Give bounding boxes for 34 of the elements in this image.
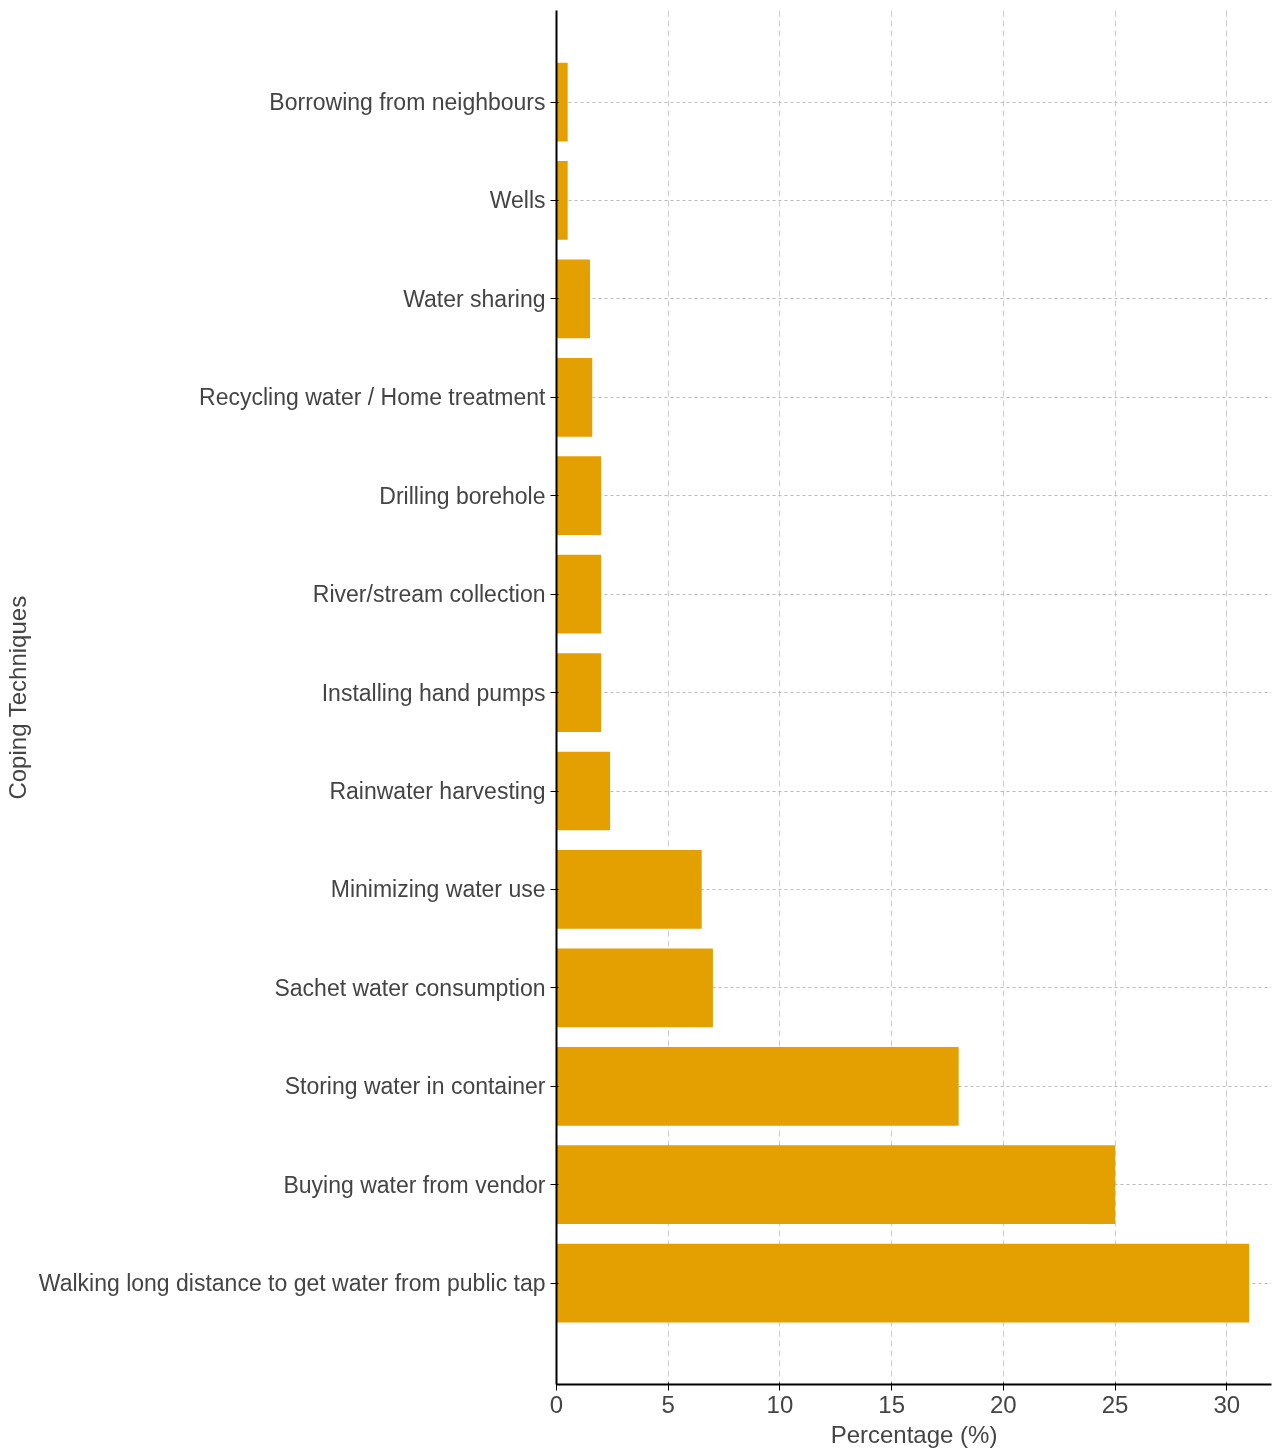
y-tick-label: Water sharing bbox=[403, 285, 546, 312]
x-tick-label: 15 bbox=[878, 1390, 906, 1418]
x-tick-label: 5 bbox=[661, 1390, 675, 1418]
y-tick-label: Wells bbox=[489, 187, 546, 214]
bar bbox=[556, 751, 611, 831]
bar bbox=[556, 357, 593, 437]
bar bbox=[556, 850, 702, 929]
y-tick-label: Storing water in container bbox=[284, 1073, 546, 1100]
y-tick-label: Buying water from vendor bbox=[283, 1171, 546, 1198]
y-tick-label: River/stream collection bbox=[312, 581, 546, 608]
y-tick-label: Walking long distance to get water from public tap bbox=[38, 1270, 546, 1297]
x-axis-title: Percentage (%) bbox=[830, 1420, 998, 1448]
y-tick-label: Borrowing from neighbours bbox=[269, 89, 546, 116]
y-tick-label: Minimizing water use bbox=[330, 876, 546, 903]
y-tick-label: Drilling borehole bbox=[379, 482, 546, 509]
bar bbox=[556, 1046, 959, 1126]
x-tick-label: 20 bbox=[990, 1390, 1017, 1418]
y-tick-label: Installing hand pumps bbox=[321, 679, 546, 706]
bar bbox=[556, 653, 602, 732]
x-tick-label: 0 bbox=[549, 1390, 564, 1418]
x-tick-label: 30 bbox=[1213, 1390, 1241, 1418]
bar bbox=[556, 948, 713, 1028]
y-tick-label: Rainwater harvesting bbox=[329, 778, 546, 804]
y-tick-label: Sachet water consumption bbox=[274, 974, 546, 1001]
x-tick-label: 25 bbox=[1101, 1390, 1129, 1418]
bar bbox=[556, 161, 568, 240]
bar bbox=[556, 1243, 1250, 1323]
bar bbox=[556, 1145, 1116, 1225]
y-axis-title: Coping Techniques bbox=[3, 595, 31, 800]
bar bbox=[556, 456, 602, 536]
y-tick-label: Recycling water / Home treatment bbox=[199, 384, 547, 411]
bar bbox=[556, 259, 591, 339]
bar bbox=[556, 554, 602, 634]
x-tick-label: 10 bbox=[766, 1390, 794, 1418]
